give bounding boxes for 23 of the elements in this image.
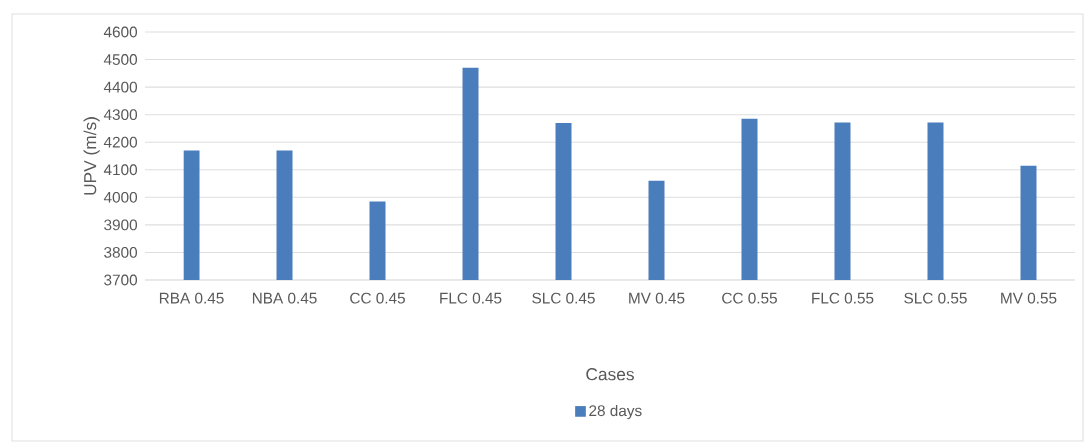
- y-tick-label: 3800: [104, 247, 138, 258]
- legend-label: 28 days: [589, 404, 642, 420]
- x-tick-label: FLC 0.55: [812, 292, 874, 304]
- y-tick-label: 3900: [104, 219, 138, 231]
- y-tick-label: 4300: [103, 109, 138, 121]
- x-tick-label: CC 0.45: [350, 292, 405, 304]
- x-tick-label: RBA 0.45: [159, 292, 224, 304]
- x-tick-label: CC 0.55: [722, 292, 777, 304]
- y-tick-label: 4200: [103, 136, 138, 148]
- x-tick-label: MV 0.45: [629, 292, 685, 304]
- y-tick-label: 4000: [103, 191, 138, 203]
- x-tick-label: MV 0.55: [1001, 292, 1057, 304]
- x-tick-label: FLC 0.45: [440, 292, 502, 304]
- y-axis-title: UPV (m/s): [83, 117, 100, 195]
- y-tick-label: 4400: [103, 81, 138, 93]
- y-tick-label: 4100: [103, 164, 138, 176]
- y-tick-label: 3700: [104, 274, 138, 286]
- y-tick-label: 4500: [103, 54, 138, 65]
- x-axis-title: Cases: [586, 368, 634, 381]
- x-tick-label: SLC 0.55: [904, 292, 967, 304]
- y-tick-label: 4600: [103, 26, 138, 38]
- x-tick-label: NBA 0.45: [252, 292, 317, 304]
- x-tick-label: SLC 0.45: [532, 292, 595, 304]
